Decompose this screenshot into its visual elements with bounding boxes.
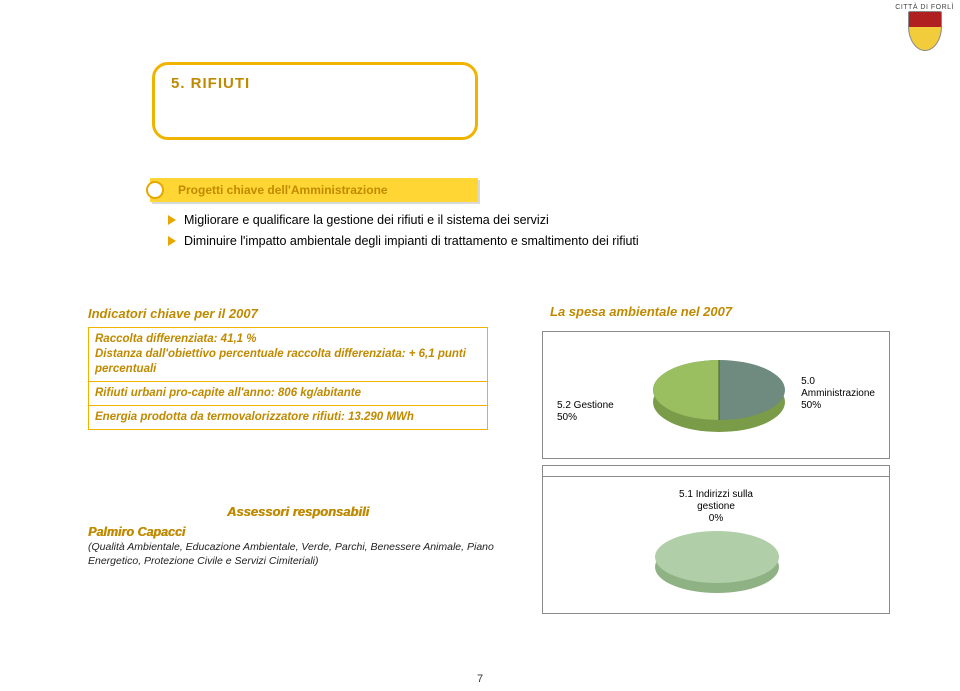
key-projects-bar: Progetti chiave dell'Amministrazione <box>150 178 478 202</box>
pie-label-text: 5.2 Gestione <box>557 400 614 411</box>
pie-chart-icon <box>639 346 799 446</box>
bullet-text: Migliorare e qualificare la gestione dei… <box>184 212 549 229</box>
responsible-heading: Assessori responsabili <box>88 504 508 519</box>
pie-chart-icon <box>637 521 797 611</box>
section-title-box: 5. RIFIUTI <box>152 62 478 140</box>
bullet-text: Diminuire l'impatto ambientale degli imp… <box>184 233 639 250</box>
pie-chart-box: 5.2 Gestione 50% 5.0 Amministrazione 50% <box>542 331 890 459</box>
responsible-name: Palmiro Capacci <box>88 525 185 539</box>
pie-label-pct: 50% <box>801 400 821 411</box>
pie-label-text: 5.1 Indirizzi sullagestione <box>679 489 753 512</box>
bullet-circle-icon <box>146 181 164 199</box>
pie-slice-label: 5.0 Amministrazione 50% <box>801 376 875 412</box>
indicator-row: Rifiuti urbani pro-capite all'anno: 806 … <box>89 381 488 405</box>
bullet-item: Migliorare e qualificare la gestione dei… <box>168 212 768 229</box>
pie-slice-label: 5.2 Gestione 50% <box>557 400 614 424</box>
page-number: 7 <box>477 673 483 685</box>
logo-caption: CITTÀ DI FORLÌ <box>895 4 954 11</box>
pie-chart-box-secondary: 5.1 Indirizzi sullagestione 0% <box>542 476 890 614</box>
indicators-block: Indicatori chiave per il 2007 Raccolta d… <box>88 306 488 430</box>
indicators-table: Raccolta differenziata: 41,1 %Distanza d… <box>88 327 488 430</box>
chevron-right-icon <box>168 236 176 246</box>
indicator-row: Raccolta differenziata: 41,1 %Distanza d… <box>89 328 488 382</box>
responsible-desc: (Qualità Ambientale, Educazione Ambienta… <box>88 541 508 568</box>
spending-block: La spesa ambientale nel 2007 5.2 Gestion… <box>542 304 892 477</box>
key-projects-label: Progetti chiave dell'Amministrazione <box>178 183 388 197</box>
pie-label-pct: 50% <box>557 412 577 423</box>
logo-corner: CITTÀ DI FORLÌ <box>895 4 954 51</box>
bullet-item: Diminuire l'impatto ambientale degli imp… <box>168 233 768 250</box>
city-crest-icon <box>908 11 942 51</box>
responsible-block: Assessori responsabili Palmiro Capacci (… <box>88 504 508 568</box>
bullet-list: Migliorare e qualificare la gestione dei… <box>168 212 768 254</box>
section-title: 5. RIFIUTI <box>171 75 250 92</box>
pie-slice-label: 5.1 Indirizzi sullagestione 0% <box>679 489 753 525</box>
indicator-row: Energia prodotta da termovalorizzatore r… <box>89 405 488 429</box>
pie-label-text: 5.0 <box>801 376 815 387</box>
indicators-title: Indicatori chiave per il 2007 <box>88 306 488 321</box>
chevron-right-icon <box>168 215 176 225</box>
spending-title: La spesa ambientale nel 2007 <box>550 304 892 319</box>
